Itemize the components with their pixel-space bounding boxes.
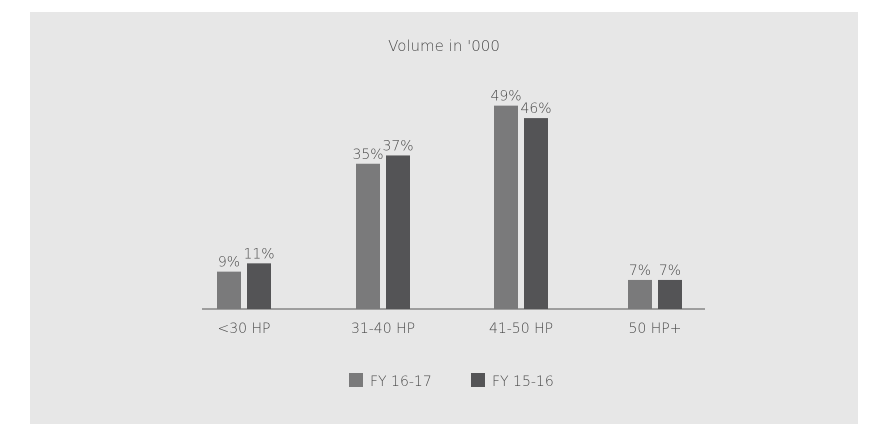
bar-fy-16-17-31-40-hp (356, 163, 380, 309)
x-tick-label: 50 HP+ (629, 321, 682, 337)
bar-fy-16-17-30-hp (217, 271, 241, 309)
x-tick-label: 41-50 HP (489, 321, 553, 337)
data-label-fy-16-17-30-hp: 9% (218, 255, 240, 271)
bars-group: 9%11% 35%37% 49%46% 7% 7% (217, 89, 682, 310)
data-label-fy-15-16-30-hp: 11% (243, 246, 274, 262)
bar-fy-15-16-41-50-hp (524, 118, 548, 309)
data-label-fy-15-16-41-50-hp: 46% (520, 101, 551, 117)
chart-title: Volume in '000 (388, 37, 500, 55)
data-label-fy-16-17-31-40-hp: 35% (352, 147, 383, 163)
data-label-fy-15-16-50-hp: 7% (659, 263, 681, 279)
data-label-fy-16-17-50-hp: 7% (629, 263, 651, 279)
x-tick-label: 31-40 HP (351, 321, 415, 337)
bar-fy-16-17-41-50-hp (494, 105, 518, 310)
bar-fy-16-17-50-hp (628, 279, 652, 309)
bar-fy-15-16-31-40-hp (386, 155, 410, 309)
legend-label-fy-15-16: FY 15-16 (492, 374, 554, 390)
bar-fy-15-16-50-hp (658, 279, 682, 309)
legend-swatch-fy-15-16 (471, 373, 485, 387)
chart-panel (30, 12, 858, 424)
category-labels: <30 HP 31-40 HP 41-50 HP 50 HP+ (218, 321, 682, 337)
x-tick-label: <30 HP (218, 321, 271, 337)
legend-label-fy-16-17: FY 16-17 (370, 374, 432, 390)
bar-fy-15-16-30-hp (247, 263, 271, 309)
data-label-fy-15-16-31-40-hp: 37% (382, 138, 413, 154)
data-label-fy-16-17-41-50-hp: 49% (490, 89, 521, 105)
legend-swatch-fy-16-17 (349, 373, 363, 387)
legend: FY 16-17 FY 15-16 (349, 373, 554, 390)
